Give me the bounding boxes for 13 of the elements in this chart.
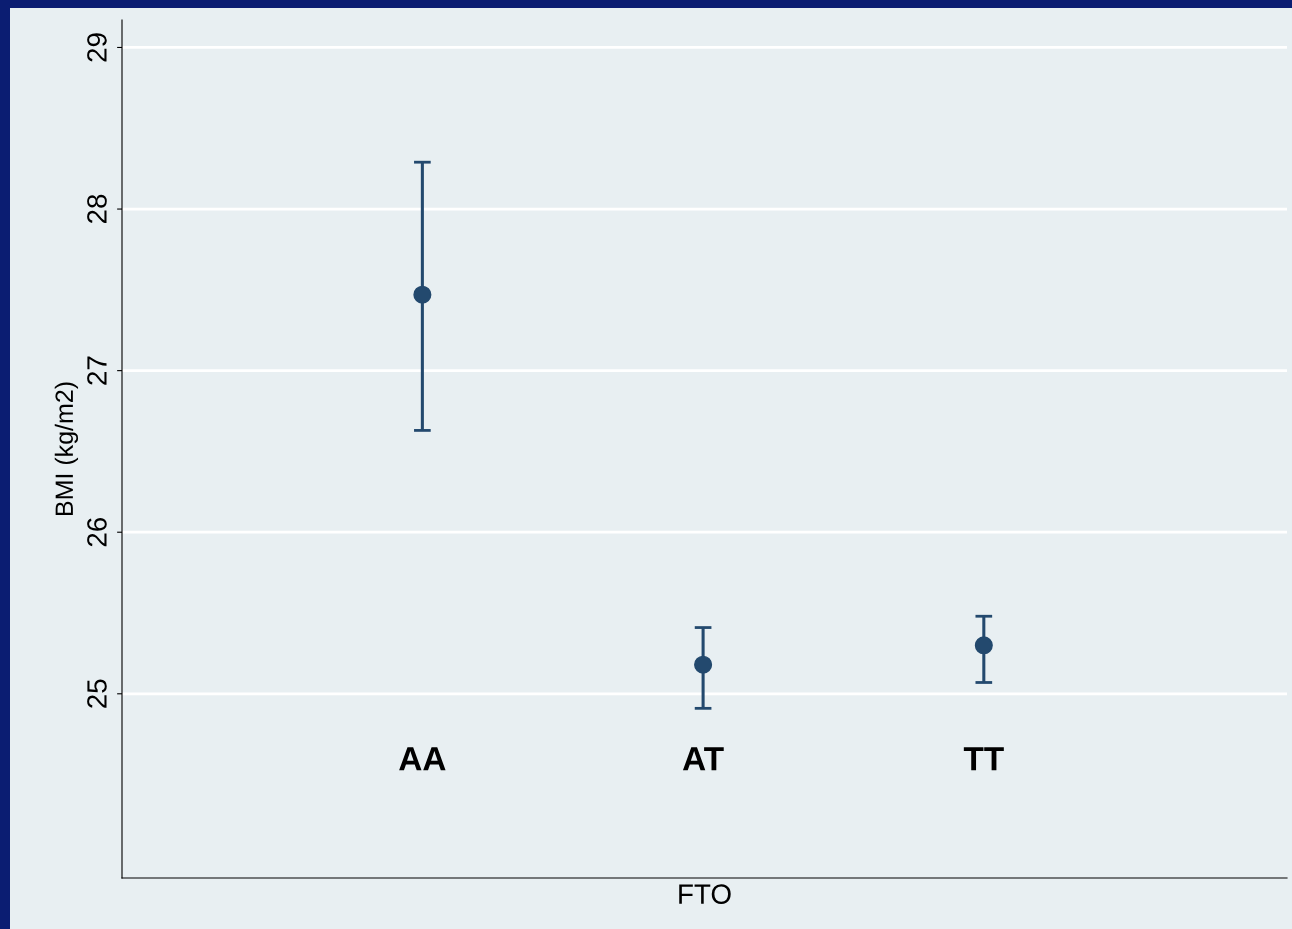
- y-tick-label: 25: [87, 679, 107, 708]
- point: [974, 636, 993, 655]
- y-tick-label: 28: [87, 194, 107, 224]
- y-tick-label: 27: [87, 356, 107, 385]
- point: [413, 285, 432, 304]
- point: [694, 655, 713, 674]
- y-tick-label: 26: [87, 517, 107, 547]
- x-axis-title: FTO: [679, 884, 731, 904]
- y-tick-label: 29: [87, 33, 107, 62]
- x-tick-label: AA: [399, 747, 446, 771]
- x-tick-label: AT: [682, 747, 724, 771]
- y-axis-title: BMI (kg/m2): [54, 382, 79, 516]
- x-tick-label: TT: [963, 747, 1004, 771]
